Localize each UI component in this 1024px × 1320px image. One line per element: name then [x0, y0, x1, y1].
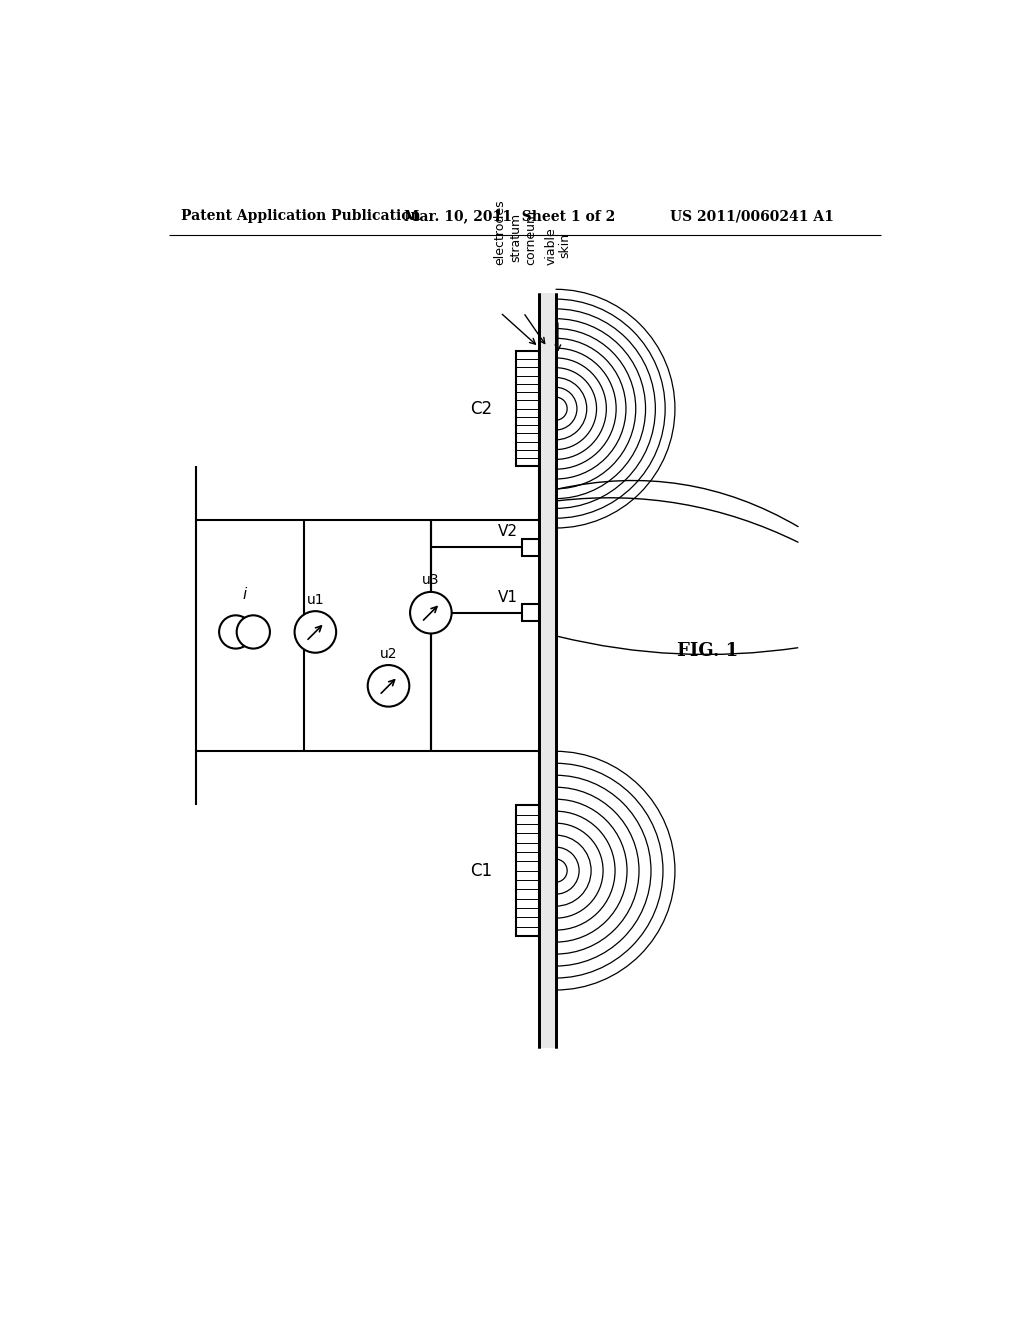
Text: V1: V1	[498, 590, 518, 605]
Bar	[521, 539, 539, 556]
Text: Patent Application Publication: Patent Application Publication	[180, 209, 420, 223]
Text: electrodes: electrodes	[494, 199, 507, 264]
Circle shape	[237, 615, 270, 648]
Text: u2: u2	[380, 647, 397, 660]
Circle shape	[295, 611, 336, 653]
Text: C1: C1	[470, 862, 492, 879]
Text: viable
skin: viable skin	[545, 227, 571, 264]
Bar	[515, 805, 539, 936]
Text: stratum
corneum: stratum corneum	[510, 210, 537, 264]
Bar	[515, 351, 539, 466]
Text: US 2011/0060241 A1: US 2011/0060241 A1	[670, 209, 834, 223]
Text: FIG. 1: FIG. 1	[677, 643, 738, 660]
Text: Mar. 10, 2011  Sheet 1 of 2: Mar. 10, 2011 Sheet 1 of 2	[403, 209, 615, 223]
Text: u3: u3	[422, 573, 439, 587]
Bar	[539, 293, 556, 1048]
Text: C2: C2	[470, 400, 492, 417]
Circle shape	[410, 591, 452, 634]
Circle shape	[368, 665, 410, 706]
Bar	[521, 605, 539, 622]
Circle shape	[219, 615, 252, 648]
Text: u1: u1	[306, 593, 325, 607]
Text: V2: V2	[498, 524, 518, 540]
Text: i: i	[243, 587, 247, 602]
